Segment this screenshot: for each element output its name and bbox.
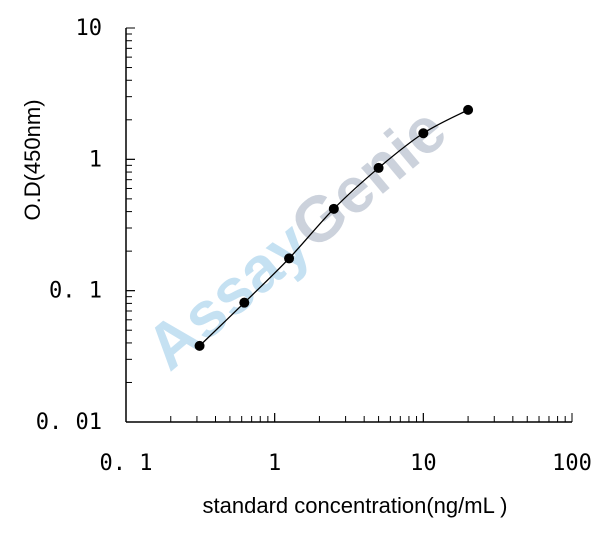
x-tick-label: 10: [410, 451, 437, 476]
y-tick-label: 0. 1: [49, 279, 102, 304]
y-axis-ticks: [126, 27, 135, 423]
x-tick-label: 100: [552, 451, 592, 476]
svg-text:AssayGenie: AssayGenie: [132, 93, 459, 384]
data-point: [373, 162, 384, 173]
data-point: [194, 340, 205, 351]
x-tick-label: 1: [268, 451, 281, 476]
x-tick-label: 0. 1: [100, 451, 153, 476]
y-axis-title: O.D(450nm): [20, 99, 45, 220]
data-point: [418, 128, 429, 139]
watermark-part1: Assay: [132, 207, 323, 384]
x-tick-labels: 0. 1 1 10 100: [100, 451, 592, 476]
y-tick-label: 0. 01: [36, 410, 102, 435]
data-point: [463, 104, 474, 115]
y-tick-labels: 0. 01 0. 1 1 10: [36, 16, 102, 435]
data-point: [284, 253, 295, 264]
watermark: AssayGenie: [132, 93, 459, 384]
data-point: [328, 203, 339, 214]
y-tick-label: 1: [89, 147, 102, 172]
x-axis-ticks: [125, 413, 573, 422]
y-tick-label: 10: [76, 16, 103, 41]
data-point: [239, 297, 250, 308]
data-points: [194, 104, 474, 351]
x-axis-title: standard concentration(ng/mL ): [203, 493, 508, 518]
